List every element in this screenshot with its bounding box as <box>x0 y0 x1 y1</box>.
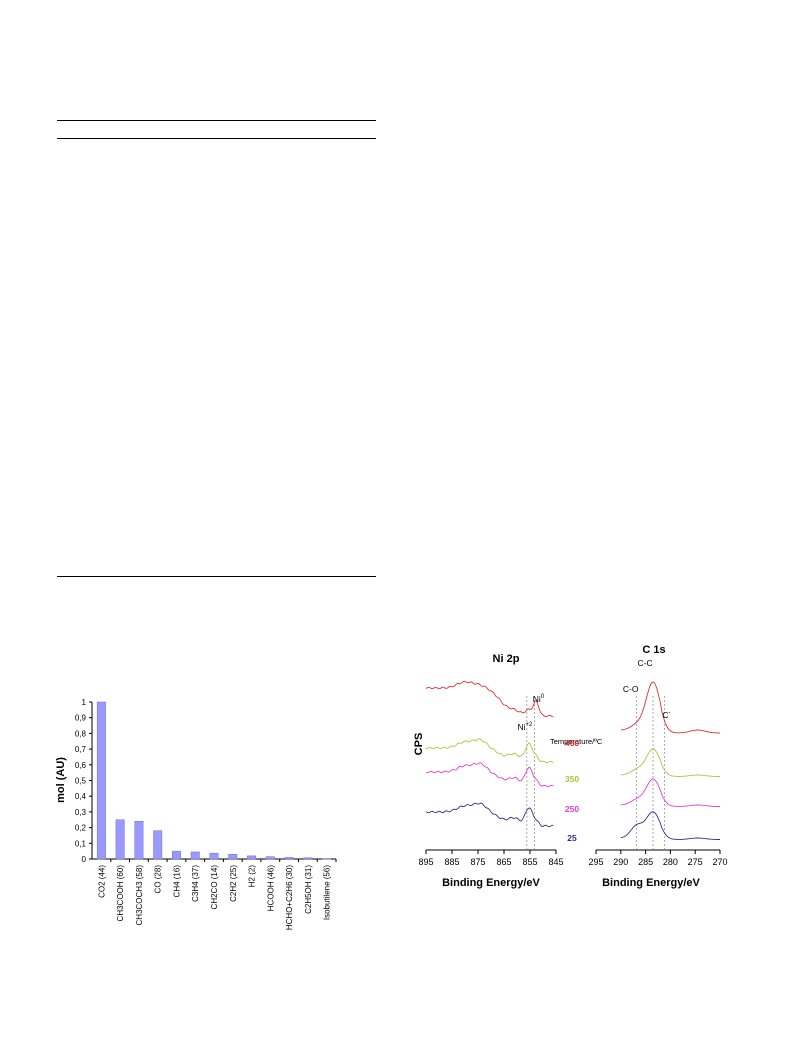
bar <box>190 851 200 860</box>
bar <box>209 852 219 860</box>
temperature-label: 25 <box>567 833 577 843</box>
c1s-xtick-label: 280 <box>663 857 678 867</box>
ni2p-xtick-label: 885 <box>444 857 459 867</box>
ni2p-spectrum-450 <box>425 680 554 718</box>
c1s-spectrum-25 <box>620 811 720 840</box>
temperature-label: 350 <box>565 774 579 784</box>
ni2p-annotation-ni0: Ni0 <box>533 694 545 704</box>
bar-xtick-label: CO (28) <box>154 865 163 894</box>
bar-xtick-label: CH4 (16) <box>172 865 181 898</box>
ni2p-xtick-label: 855 <box>522 857 537 867</box>
bar-xtick-label: C2H5OH (31) <box>304 865 313 914</box>
table-rule-top <box>57 120 376 121</box>
bar-xtick-label: Isobutilene (56) <box>323 865 332 920</box>
bar-ytick-label: 0 <box>82 855 87 864</box>
c1s-annotation-cc: C-C <box>637 658 652 668</box>
bar <box>96 701 106 860</box>
bar-ytick-label: 1 <box>82 698 87 707</box>
ni2p-xtick-label: 845 <box>548 857 563 867</box>
bar-xtick-label: CO2 (44) <box>97 865 106 898</box>
bar-ytick-label: 0,9 <box>75 714 87 723</box>
temperature-label: 250 <box>565 804 579 814</box>
bar <box>153 830 163 860</box>
bar-xtick-label: CH2CO (14) <box>210 865 219 910</box>
ni2p-xtick-label: 895 <box>418 857 433 867</box>
bar-ytick-label: 0,1 <box>75 839 87 848</box>
bar-ytick-label: 0,2 <box>75 824 87 833</box>
bar-ytick-label: 0,3 <box>75 808 87 817</box>
bar-xtick-label: H2 (2) <box>248 865 257 888</box>
c1s-spectrum-350 <box>620 748 720 777</box>
bar-xtick-label: C3H4 (37) <box>191 865 200 902</box>
bar-xtick-label: CH3COCH3 (58) <box>135 865 144 926</box>
temperature-label: 450 <box>565 738 579 748</box>
bar <box>228 854 238 860</box>
bar <box>303 857 313 860</box>
table-rule-bottom <box>57 576 376 577</box>
table-rule-header <box>57 138 376 139</box>
c1s-title: C 1s <box>642 644 665 656</box>
bar-chart-ylabel: mol (AU) <box>55 757 67 803</box>
c1s-xtick-label: 275 <box>688 857 703 867</box>
ni2p-spectrum-25 <box>425 802 554 828</box>
bar <box>247 855 257 860</box>
bar <box>322 858 332 860</box>
bar-ytick-label: 0,7 <box>75 745 87 754</box>
c1s-xtick-label: 285 <box>638 857 653 867</box>
c1s-xtick-label: 270 <box>712 857 727 867</box>
ni2p-annotation-ni2plus: Ni+2 <box>517 722 533 732</box>
c1s-annotation-co: C-O <box>623 684 639 694</box>
ni2p-spectrum-250 <box>425 762 554 788</box>
c1s-spectrum-450 <box>620 681 721 734</box>
bar <box>115 819 125 860</box>
bar-ytick-label: 0,8 <box>75 729 87 738</box>
bar-chart: mol (AU) 0 0,1 0,2 0,3 0,4 0,5 0,6 0,7 0,8 0,9 1 C… <box>55 698 337 930</box>
ni2p-xtick-label: 875 <box>470 857 485 867</box>
bar-xtick-label: HCHO+C2H6 (30) <box>285 865 294 930</box>
ni2p-xtick-label: 865 <box>496 857 511 867</box>
c1s-xlabel: Binding Energy/eV <box>602 877 700 889</box>
bar <box>171 850 181 860</box>
xps-spectra-chart: Ni 2p C 1s CPS Temperature/ºC Binding En… <box>413 644 728 889</box>
bar-ytick-label: 0,5 <box>75 777 87 786</box>
legend-title: Temperature/ºC <box>550 737 603 746</box>
c1s-xtick-label: 295 <box>588 857 603 867</box>
bar-ytick-label: 0,6 <box>75 761 87 770</box>
ni2p-spectrum-350 <box>425 738 554 764</box>
bar-xtick-label: CH3COOH (60) <box>116 865 125 922</box>
ni2p-title: Ni 2p <box>493 653 520 665</box>
bar <box>134 821 144 860</box>
c1s-annotation-cminus: C- <box>662 710 670 720</box>
xps-ylabel: CPS <box>413 733 425 756</box>
ni2p-xlabel: Binding Energy/eV <box>442 877 540 889</box>
bar-xtick-label: C2H2 (25) <box>229 865 238 902</box>
c1s-xtick-label: 290 <box>613 857 628 867</box>
bar-xtick-label: HCOOH (46) <box>266 865 275 912</box>
bar <box>284 857 294 860</box>
c1s-spectrum-250 <box>620 778 720 807</box>
bar-ytick-label: 0,4 <box>75 792 87 801</box>
bar <box>265 856 275 860</box>
